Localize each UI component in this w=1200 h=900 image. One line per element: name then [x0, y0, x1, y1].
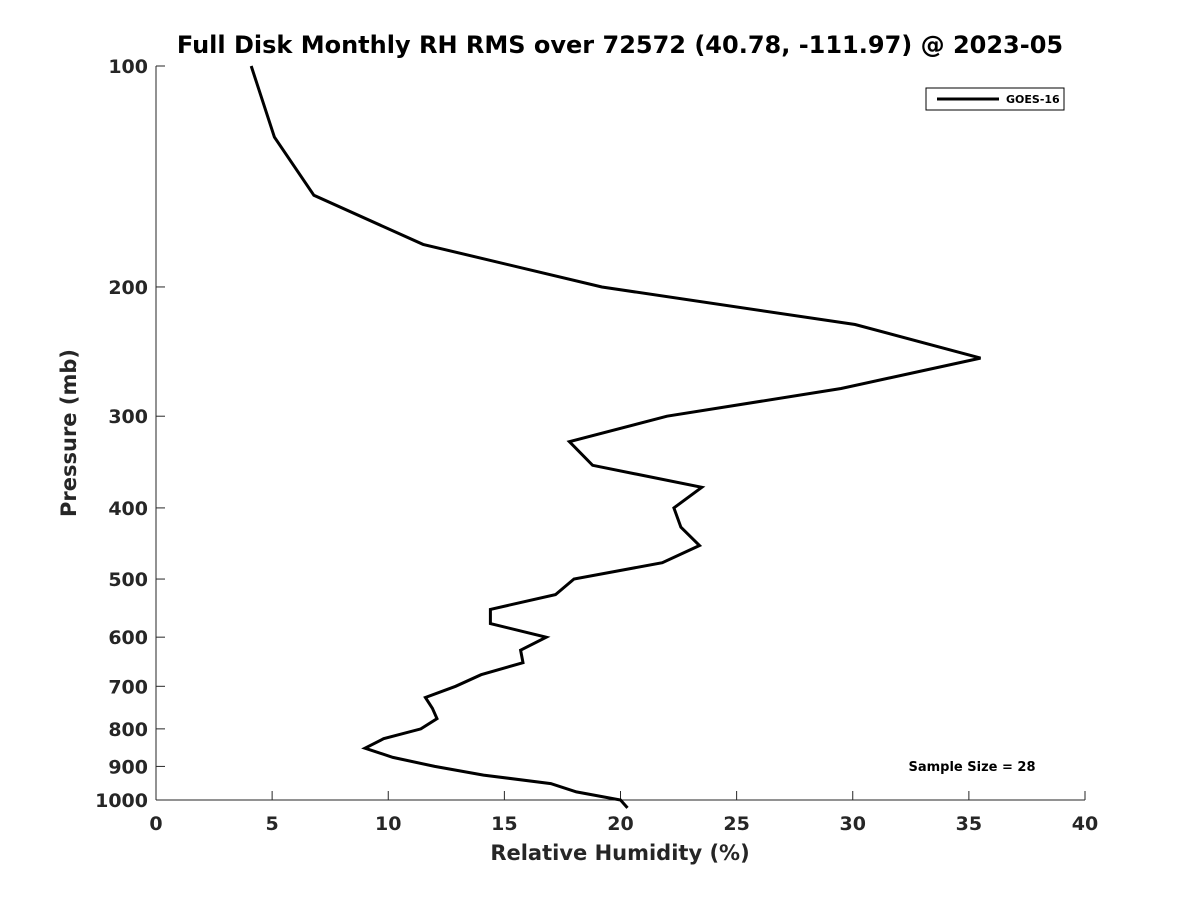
x-tick-label: 35 [956, 813, 982, 835]
x-tick-label: 15 [491, 813, 517, 835]
y-tick-label: 300 [108, 406, 148, 428]
legend-label-goes-16: GOES-16 [1006, 93, 1060, 106]
y-tick-label: 1000 [95, 790, 148, 812]
y-axis-label: Pressure (mb) [57, 349, 81, 517]
y-axis: 100 200 300 400 500 600 700 800 900 1000 [95, 56, 165, 812]
series-layer [249, 65, 981, 809]
x-axis-label: Relative Humidity (%) [490, 841, 749, 865]
y-tick-label: 800 [108, 719, 148, 741]
y-tick-label: 700 [108, 676, 148, 698]
x-axis: 0 5 10 15 20 25 30 35 40 [149, 791, 1098, 835]
x-tick-label: 25 [723, 813, 749, 835]
x-tick-label: 10 [375, 813, 401, 835]
y-tick-label: 500 [108, 569, 148, 591]
y-tick-label: 400 [108, 498, 148, 520]
sample-size-annotation: Sample Size = 28 [908, 760, 1035, 775]
legend: GOES-16 [925, 87, 1065, 111]
x-tick-label: 20 [607, 813, 633, 835]
series-line-goes-16 [249, 65, 981, 809]
x-tick-label: 40 [1072, 813, 1098, 835]
y-tick-label: 900 [108, 756, 148, 778]
x-tick-label: 5 [266, 813, 279, 835]
y-tick-label: 100 [108, 56, 148, 78]
y-tick-label: 600 [108, 627, 148, 649]
y-tick-label: 200 [108, 277, 148, 299]
x-tick-label: 30 [840, 813, 866, 835]
chart-title: Full Disk Monthly RH RMS over 72572 (40.… [177, 31, 1063, 59]
plot-area [156, 66, 1085, 800]
x-tick-label: 0 [149, 813, 162, 835]
